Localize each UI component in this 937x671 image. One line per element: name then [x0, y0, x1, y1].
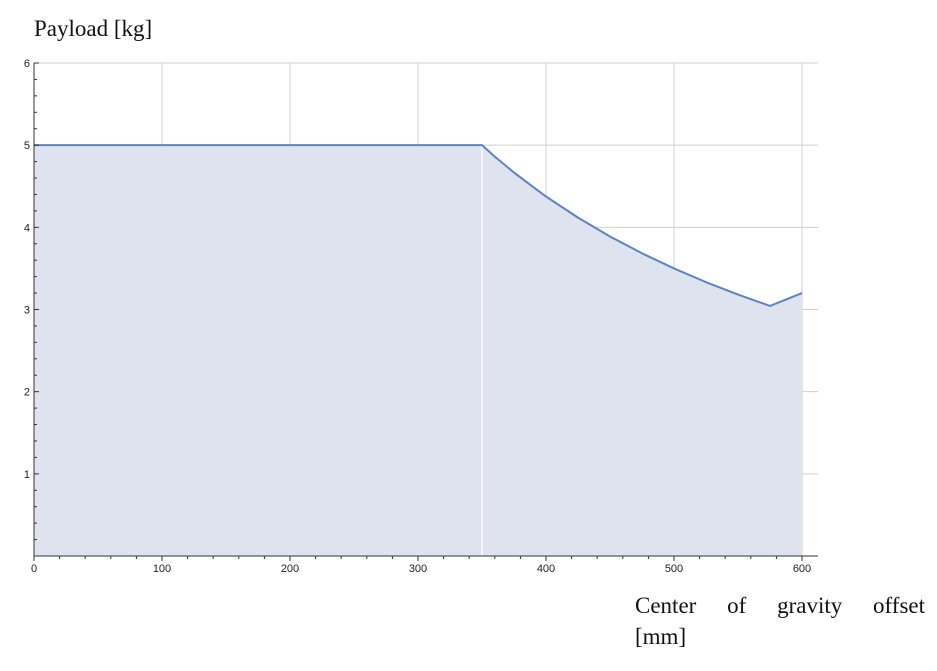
y-tick-label-2: 2 — [24, 387, 30, 399]
x-tick-label-100: 100 — [153, 563, 171, 575]
y-tick-label-4: 4 — [24, 222, 30, 234]
x-tick-label-300: 300 — [409, 563, 427, 575]
y-tick-label-3: 3 — [24, 305, 30, 317]
payload-area — [34, 145, 802, 556]
x-axis-title: Center of gravity offset — [635, 590, 925, 621]
y-tick-label-6: 6 — [24, 58, 30, 70]
x-tick-label-500: 500 — [665, 563, 683, 575]
x-tick-label-600: 600 — [793, 563, 811, 575]
x-tick-label-0: 0 — [31, 563, 37, 575]
area-layer — [34, 145, 802, 556]
x-tick-label-200: 200 — [281, 563, 299, 575]
x-axis-title-unit: [mm] — [635, 621, 686, 652]
y-tick-label-5: 5 — [24, 140, 30, 152]
x-tick-label-400: 400 — [537, 563, 555, 575]
y-tick-label-1: 1 — [24, 469, 30, 481]
